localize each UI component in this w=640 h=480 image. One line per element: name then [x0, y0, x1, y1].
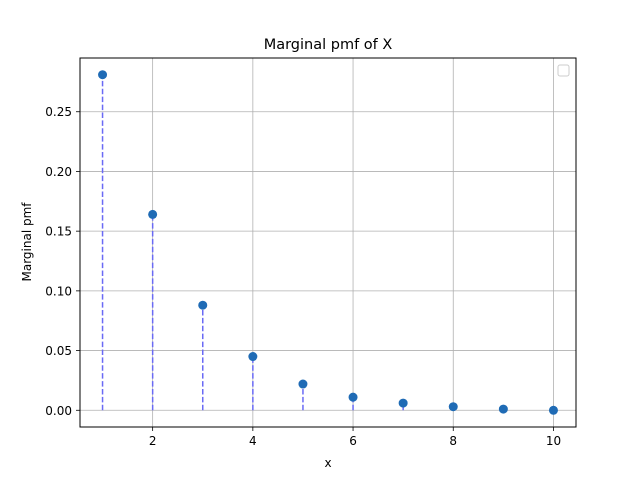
x-tick-label: 10 — [546, 434, 561, 448]
y-tick-label: 0.10 — [45, 284, 72, 298]
data-points — [98, 70, 558, 415]
data-point — [298, 379, 308, 389]
x-tick-label: 4 — [249, 434, 257, 448]
chart-title: Marginal pmf of X — [264, 37, 393, 53]
y-tick-label: 0.00 — [45, 404, 72, 418]
data-point — [248, 352, 258, 362]
y-tick-label: 0.25 — [45, 105, 72, 119]
x-ticks: 2 4 6 8 10 — [149, 427, 561, 448]
data-point — [348, 392, 358, 402]
data-point — [448, 402, 458, 412]
legend-box — [557, 64, 570, 77]
grid — [80, 58, 576, 427]
data-point — [148, 209, 158, 219]
plot-frame — [79, 57, 577, 428]
data-point — [98, 70, 108, 80]
y-tick-label: 0.05 — [45, 344, 72, 358]
y-axis-label: Marginal pmf — [20, 202, 34, 282]
stems — [101, 74, 505, 411]
x-axis-label: x — [324, 456, 331, 470]
x-tick-label: 6 — [349, 434, 357, 448]
x-tick-label: 8 — [449, 434, 457, 448]
data-point — [498, 404, 508, 414]
y-tick-label: 0.15 — [45, 225, 72, 239]
data-point — [198, 300, 208, 310]
data-point — [548, 405, 558, 415]
x-tick-label: 2 — [149, 434, 157, 448]
y-tick-label: 0.20 — [45, 165, 72, 179]
y-ticks: 0.00 0.05 0.10 0.15 0.20 0.25 — [45, 105, 80, 418]
data-point — [398, 398, 408, 408]
